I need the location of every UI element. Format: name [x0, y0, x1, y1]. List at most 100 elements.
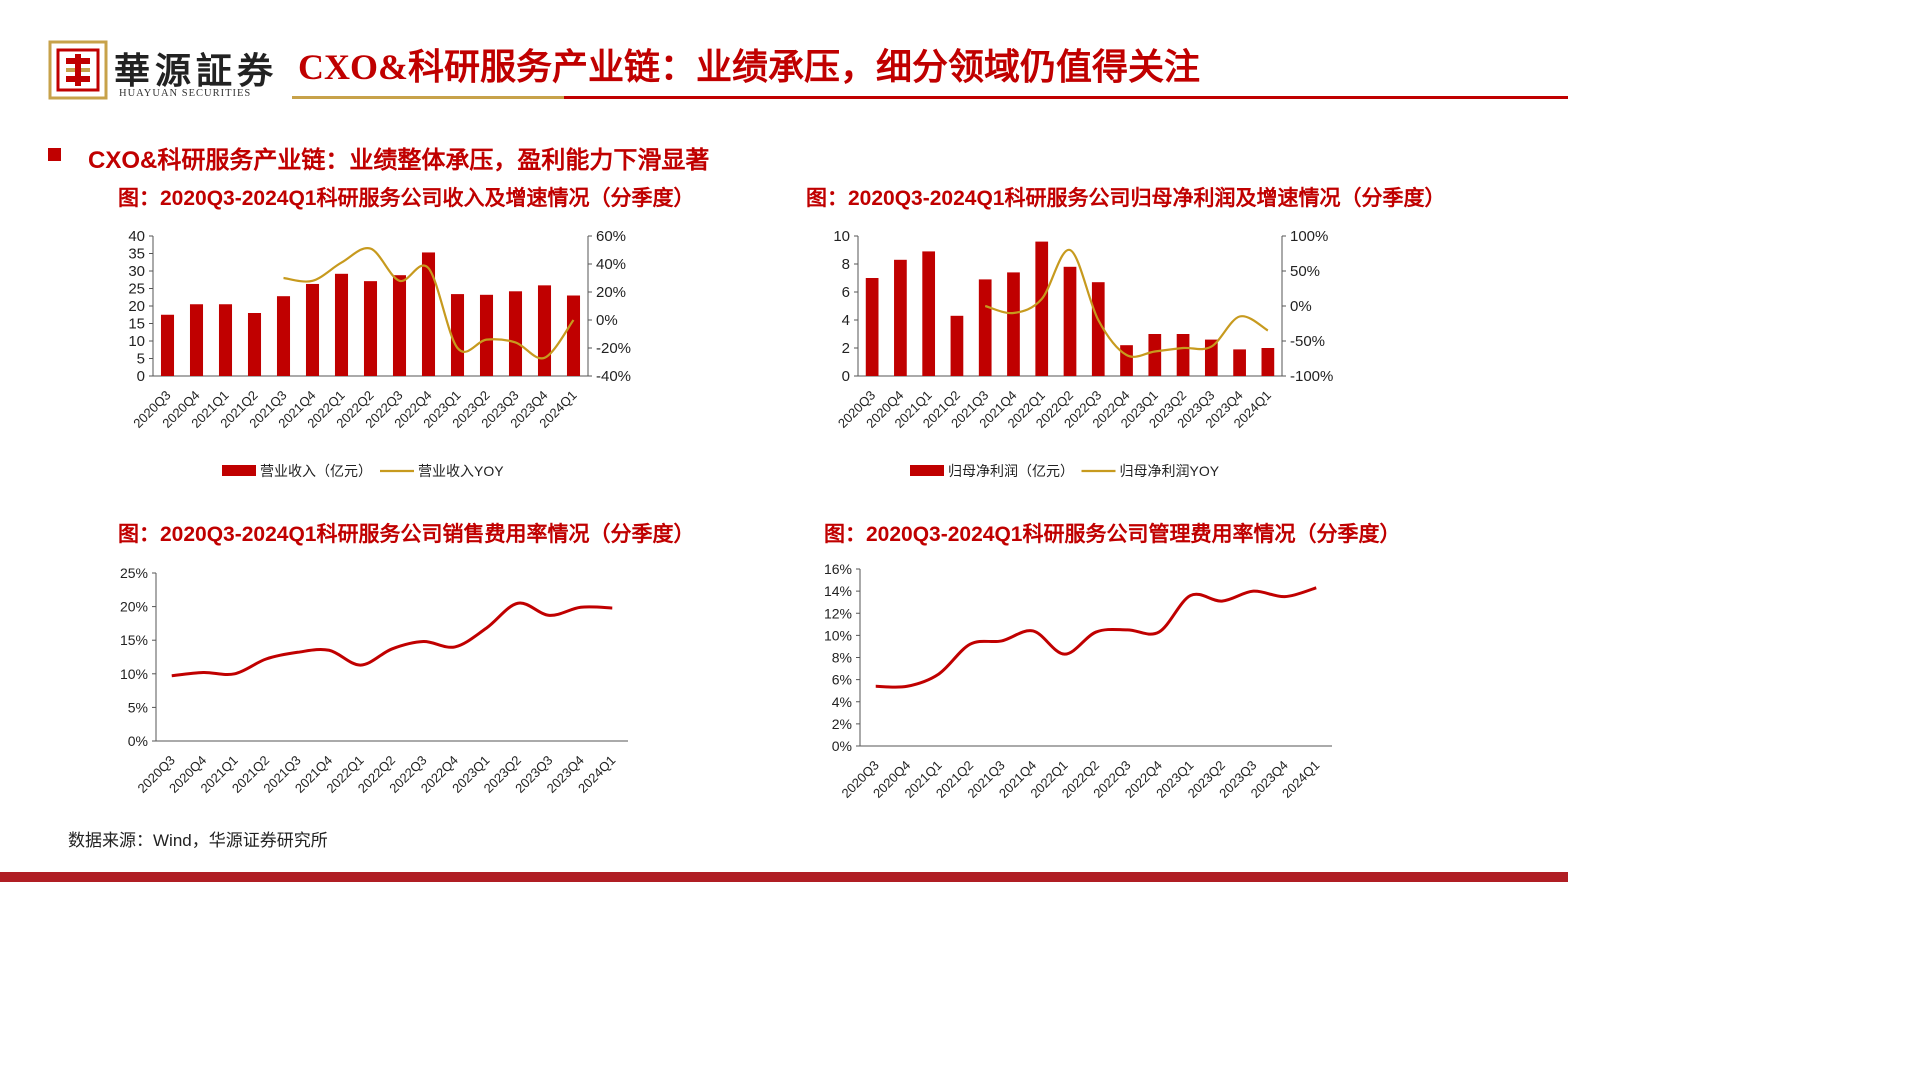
admin-y-tick-label: 12% — [824, 605, 852, 621]
netprofit-legend-bar-label: 归母净利润（亿元） — [948, 463, 1074, 479]
admin-x-tick-label: 2023Q2 — [1185, 758, 1228, 801]
sales-x-tick-label: 2022Q2 — [355, 753, 398, 796]
netprofit-bar — [950, 315, 964, 376]
sales-x-tick-label: 2023Q2 — [481, 753, 524, 796]
revenue-bar — [421, 252, 436, 376]
revenue-x-tick-label: 2023Q3 — [478, 388, 521, 431]
sales-x-tick-label: 2021Q4 — [292, 753, 335, 796]
revenue-bar — [160, 314, 175, 376]
revenue-legend-bar-label: 营业收入（亿元） — [260, 463, 372, 479]
netprofit-bar — [865, 278, 879, 376]
revenue-x-tick-label: 2023Q2 — [449, 388, 492, 431]
netprofit-y-tick-label: 8 — [842, 256, 850, 273]
netprofit-y2-tick-label: -100% — [1290, 368, 1333, 385]
netprofit-legend-line-label: 归母净利润YOY — [1120, 463, 1220, 479]
admin-x-tick-label: 2024Q1 — [1279, 758, 1322, 801]
revenue-y-tick-label: 10 — [128, 333, 145, 350]
sales-x-tick-label: 2020Q3 — [135, 753, 178, 796]
admin-x-tick-label: 2020Q4 — [870, 758, 913, 801]
revenue-x-tick-label: 2023Q1 — [420, 388, 463, 431]
sales-y-tick-label: 10% — [120, 666, 148, 682]
admin-y-tick-label: 2% — [832, 716, 852, 732]
netprofit-x-tick-label: 2023Q1 — [1118, 388, 1161, 431]
revenue-legend-bar-swatch — [222, 465, 256, 476]
netprofit-x-tick-label: 2021Q1 — [891, 388, 934, 431]
sales-y-tick-label: 20% — [120, 599, 148, 615]
netprofit-y2-tick-label: 100% — [1290, 228, 1328, 245]
sales-x-tick-label: 2022Q1 — [323, 753, 366, 796]
netprofit-x-tick-label: 2023Q3 — [1174, 388, 1217, 431]
netprofit-x-tick-label: 2024Q1 — [1231, 388, 1274, 431]
netprofit-x-tick-label: 2022Q1 — [1005, 388, 1048, 431]
admin-x-tick-label: 2021Q4 — [996, 758, 1039, 801]
sales-x-tick-label: 2021Q2 — [229, 753, 272, 796]
revenue-y2-tick-label: 40% — [596, 256, 626, 273]
sales-line — [171, 601, 613, 678]
netprofit-x-tick-label: 2020Q4 — [863, 388, 906, 431]
sales-x-tick-label: 2023Q3 — [512, 753, 555, 796]
logo-text-cn: 華源証券 — [114, 50, 279, 92]
netprofit-bar — [1007, 272, 1020, 376]
revenue-y2-tick-label: 60% — [596, 228, 626, 245]
sales-y-tick-label: 15% — [120, 632, 148, 648]
netprofit-y-tick-label: 6 — [842, 284, 850, 301]
revenue-y-tick-label: 25 — [128, 281, 145, 298]
revenue-bar — [247, 313, 262, 376]
admin-y-tick-label: 6% — [832, 672, 852, 688]
admin-x-tick-label: 2021Q1 — [901, 758, 944, 801]
sales-y-tick-label: 25% — [120, 565, 148, 581]
revenue-bar — [537, 285, 552, 376]
admin-y-tick-label: 0% — [832, 738, 852, 754]
footer-bar — [0, 872, 1568, 882]
revenue-x-tick-label: 2022Q2 — [333, 388, 376, 431]
revenue-x-tick-label: 2022Q3 — [362, 388, 405, 431]
page-title: CXO&科研服务产业链：业绩承压，细分领域仍值得关注 — [298, 47, 1200, 87]
revenue-y2-tick-label: -20% — [596, 340, 631, 357]
admin-line — [875, 586, 1317, 689]
admin-x-tick-label: 2022Q4 — [1122, 758, 1165, 801]
netprofit-x-tick-label: 2022Q2 — [1033, 388, 1076, 431]
netprofit-bar — [1233, 349, 1246, 376]
revenue-bar — [392, 275, 407, 376]
chart-title-sales: 图：2020Q3-2024Q1科研服务公司销售费用率情况（分季度） — [118, 523, 695, 546]
revenue-bar — [189, 304, 204, 376]
revenue-bar — [566, 295, 581, 376]
revenue-y-tick-label: 35 — [128, 246, 145, 263]
sales-x-tick-label: 2021Q1 — [197, 753, 240, 796]
revenue-x-tick-label: 2021Q1 — [188, 388, 231, 431]
admin-y-tick-label: 14% — [824, 583, 852, 599]
revenue-bar — [479, 294, 494, 376]
netprofit-x-tick-label: 2023Q4 — [1202, 388, 1245, 431]
sales-y-tick-label: 0% — [128, 733, 148, 749]
revenue-bar — [218, 304, 233, 376]
netprofit-yoy-line — [984, 248, 1269, 358]
revenue-y2-tick-label: 20% — [596, 284, 626, 301]
logo-mark-icon — [48, 40, 108, 100]
netprofit-y2-tick-label: 50% — [1290, 263, 1320, 280]
sales-x-tick-label: 2022Q3 — [386, 753, 429, 796]
revenue-y-tick-label: 20 — [128, 298, 145, 315]
netprofit-legend-bar-swatch — [910, 465, 944, 476]
revenue-x-tick-label: 2021Q3 — [246, 388, 289, 431]
netprofit-x-tick-label: 2020Q3 — [835, 388, 878, 431]
admin-x-tick-label: 2021Q2 — [933, 758, 976, 801]
logo: 華源証券 HUAYUAN SECURITIES — [48, 40, 310, 102]
admin-x-tick-label: 2023Q4 — [1248, 758, 1291, 801]
admin-x-tick-label: 2022Q1 — [1027, 758, 1070, 801]
netprofit-bar — [978, 279, 992, 376]
revenue-x-tick-label: 2023Q4 — [507, 388, 550, 431]
admin-x-tick-label: 2023Q3 — [1216, 758, 1259, 801]
admin-x-tick-label: 2021Q3 — [964, 758, 1007, 801]
revenue-bar — [508, 291, 523, 376]
admin-y-tick-label: 4% — [832, 694, 852, 710]
revenue-yoy-line — [283, 247, 575, 360]
revenue-x-tick-label: 2024Q1 — [536, 388, 579, 431]
revenue-legend-line-label: 营业收入YOY — [418, 463, 504, 479]
revenue-bar — [450, 294, 465, 376]
revenue-y-tick-label: 0 — [137, 368, 145, 385]
netprofit-x-tick-label: 2022Q3 — [1061, 388, 1104, 431]
revenue-y-tick-label: 40 — [128, 228, 145, 245]
revenue-x-tick-label: 2022Q1 — [304, 388, 347, 431]
admin-x-tick-label: 2022Q3 — [1090, 758, 1133, 801]
netprofit-x-tick-label: 2021Q2 — [920, 388, 963, 431]
